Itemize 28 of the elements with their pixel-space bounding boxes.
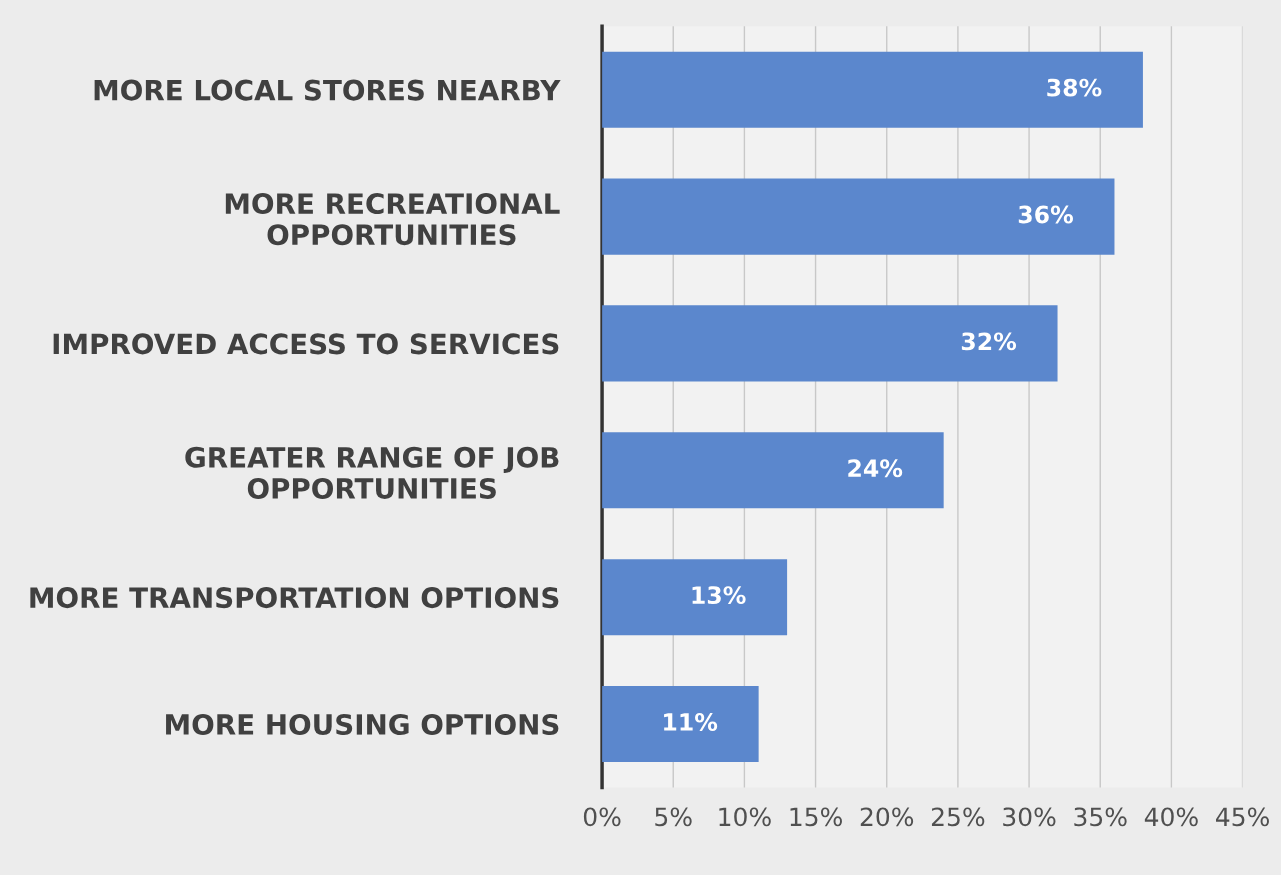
data-label: 11% bbox=[664, 713, 718, 731]
bar bbox=[602, 559, 788, 636]
y-tick-label: GREATER RANGE OF JOB OPPORTUNITIES bbox=[185, 446, 559, 499]
x-tick-label: 15% bbox=[790, 807, 842, 827]
bar bbox=[602, 178, 1115, 255]
x-tick-label: 25% bbox=[931, 807, 985, 827]
data-label: 24% bbox=[848, 459, 903, 478]
y-tick-label: MORE RECREATIONAL OPPORTUNITIES bbox=[225, 193, 560, 246]
bar bbox=[602, 432, 944, 509]
bar bbox=[602, 51, 1143, 128]
y-tick-label: MORE TRANSPORTATION OPTIONS bbox=[30, 587, 559, 609]
x-tick-label: 10% bbox=[719, 807, 771, 827]
x-tick-label: 30% bbox=[1003, 807, 1056, 827]
y-tick-label: MORE LOCAL STORES NEARBY bbox=[94, 79, 561, 101]
y-tick-label: MORE HOUSING OPTIONS bbox=[166, 714, 559, 736]
y-tick-label: IMPROVED ACCESS TO SERVICES bbox=[53, 333, 559, 355]
bar bbox=[602, 686, 759, 763]
x-tick-label: 40% bbox=[1144, 807, 1198, 827]
x-tick-label: 35% bbox=[1074, 807, 1127, 827]
x-tick-label: 0% bbox=[583, 807, 621, 827]
data-label: 38% bbox=[1047, 78, 1102, 97]
x-tick-label: 5% bbox=[655, 807, 692, 827]
data-label: 32% bbox=[961, 332, 1017, 351]
x-tick-label: 20% bbox=[860, 807, 914, 827]
bar bbox=[602, 305, 1058, 382]
x-tick-label: 45% bbox=[1216, 807, 1269, 827]
data-label: 36% bbox=[1018, 205, 1074, 224]
data-label: 13% bbox=[692, 586, 746, 605]
